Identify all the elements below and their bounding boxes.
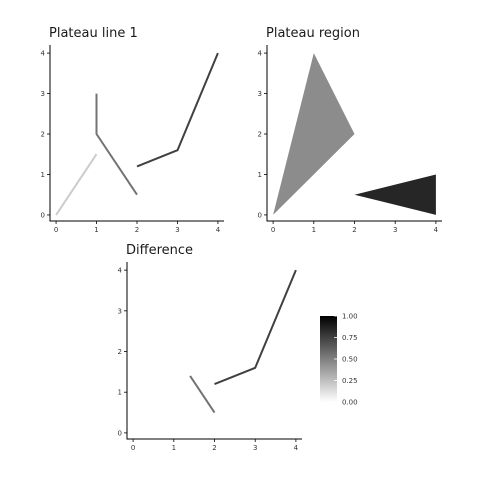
x-axis-ticks: 0 1 2 3 4	[54, 221, 221, 234]
x-axis-ticks: 0 1 2 3 4	[271, 221, 439, 234]
y-tick-label: 4	[41, 50, 46, 58]
x-tick-label: 3	[175, 226, 179, 234]
y-tick-label: 0	[41, 211, 45, 219]
axes	[266, 45, 442, 222]
x-tick-label: 2	[352, 226, 356, 234]
x-tick-label: 4	[216, 226, 221, 234]
y-tick-label: 4	[118, 267, 123, 275]
legend-label: 0.00	[342, 399, 358, 407]
panel-title: Difference	[126, 243, 193, 258]
x-tick-label: 0	[54, 226, 58, 234]
legend-label: 0.75	[342, 334, 358, 342]
y-axis-ticks: 0 1 2 3 4	[258, 50, 267, 219]
y-tick-label: 1	[258, 171, 262, 179]
y-tick-label: 0	[258, 211, 262, 219]
x-tick-label: 1	[172, 444, 176, 452]
region-1	[273, 53, 355, 215]
panel-plateau-region: Plateau region 0 1 2 3 4 0 1 2 3 4	[258, 26, 442, 234]
legend-label: 0.25	[342, 377, 358, 385]
color-legend: 1.00 0.75 0.50 0.25 0.00	[320, 313, 358, 407]
y-tick-label: 2	[41, 131, 45, 139]
panel-title: Plateau region	[266, 26, 360, 41]
axes	[49, 45, 224, 222]
legend-label: 1.00	[342, 313, 358, 321]
panel-difference: Difference 0 1 2 3 4 0 1 2 3 4	[118, 243, 302, 452]
y-tick-label: 3	[118, 307, 122, 315]
x-tick-label: 2	[212, 444, 216, 452]
region-2	[354, 174, 436, 215]
y-tick-label: 3	[258, 90, 262, 98]
x-tick-label: 1	[312, 226, 316, 234]
series-line-1	[189, 375, 216, 414]
x-tick-label: 3	[253, 444, 257, 452]
x-tick-label: 2	[135, 226, 139, 234]
y-axis-ticks: 0 1 2 3 4	[118, 267, 127, 437]
legend-label: 0.50	[342, 356, 358, 364]
panel-plateau-line: Plateau line 1 0 1 2 3 4 0 1 2 3 4	[41, 26, 224, 234]
series-line-2	[95, 93, 138, 196]
x-tick-label: 0	[271, 226, 275, 234]
x-tick-label: 4	[434, 226, 439, 234]
y-axis-ticks: 0 1 2 3 4	[41, 50, 50, 219]
y-tick-label: 2	[118, 348, 122, 356]
panel-title: Plateau line 1	[49, 26, 138, 41]
x-tick-label: 4	[294, 444, 299, 452]
y-tick-label: 1	[118, 389, 122, 397]
color-bar	[320, 316, 337, 402]
x-axis-ticks: 0 1 2 3 4	[131, 439, 299, 452]
series-line-1	[55, 153, 98, 216]
y-tick-label: 1	[41, 171, 45, 179]
x-tick-label: 1	[94, 226, 98, 234]
y-tick-label: 3	[41, 90, 45, 98]
y-tick-label: 0	[118, 429, 122, 437]
x-tick-label: 0	[131, 444, 135, 452]
axes	[126, 262, 302, 440]
data-marks	[189, 269, 297, 414]
data-marks	[273, 53, 436, 215]
x-tick-label: 3	[393, 226, 397, 234]
y-tick-label: 4	[258, 50, 263, 58]
data-marks	[55, 52, 219, 216]
y-tick-label: 2	[258, 131, 262, 139]
legend-labels: 1.00 0.75 0.50 0.25 0.00	[334, 313, 358, 407]
series-line-3	[136, 52, 219, 168]
series-line-2	[214, 269, 297, 386]
